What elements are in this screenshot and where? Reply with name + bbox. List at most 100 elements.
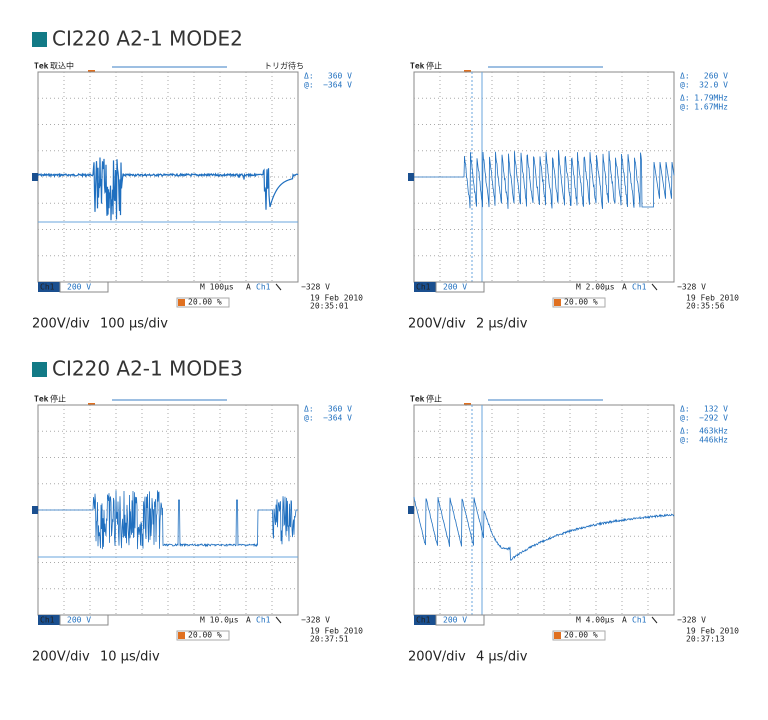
trigger-slope: [275, 283, 282, 291]
position: 20.00 %: [564, 298, 598, 307]
timebase: M 2.00µs: [576, 283, 615, 292]
waveform: [37, 157, 299, 221]
time: 20:35:01: [310, 302, 349, 311]
trigger-level: −328 V: [301, 616, 330, 625]
trigger-channel: Ch1: [632, 283, 647, 292]
timebase: M 10.0µs: [200, 616, 239, 625]
trigger-state: トリガ待ち: [264, 61, 304, 71]
time: 20:37:51: [310, 635, 349, 644]
waveform: [38, 490, 298, 550]
caption-vdiv: 200V/div: [32, 317, 90, 332]
volts: 200 V: [443, 616, 467, 625]
readout-value: −364 V: [323, 81, 352, 90]
time: 20:37:13: [686, 635, 725, 644]
channel-box: [38, 615, 60, 625]
caption-tdiv: 10 µs/div: [100, 650, 160, 665]
caption-tdiv: 2 µs/div: [476, 317, 528, 332]
date: 19 Feb 2010: [310, 627, 363, 636]
position: 20.00 %: [564, 631, 598, 640]
waveform: [414, 150, 675, 209]
position-box: [176, 297, 230, 308]
readout-value: −364 V: [323, 414, 352, 423]
readout-label: Δ:: [680, 427, 690, 436]
trigger-slope: [651, 283, 658, 291]
section-heading: CI220 A2-1 MODE2: [52, 27, 243, 51]
position-icon: [178, 632, 185, 639]
readout-value: −292 V: [699, 414, 728, 423]
trigger-channel: Ch1: [256, 283, 271, 292]
channel-box: [414, 615, 436, 625]
volts-box: [435, 281, 485, 293]
channel-box: [38, 282, 60, 292]
position: 20.00 %: [188, 298, 222, 307]
caption-tdiv: 4 µs/div: [476, 650, 528, 665]
readout-label: Δ:: [680, 405, 690, 414]
trigger-channel: Ch1: [256, 616, 271, 625]
trigger-mode: A: [622, 283, 627, 292]
readout-value: 1.67MHz: [694, 103, 728, 112]
volts-box: [59, 614, 109, 626]
readout-label: @:: [680, 103, 690, 112]
readout-label: Δ:: [680, 72, 690, 81]
volts: 200 V: [67, 283, 91, 292]
channel: Ch1: [40, 283, 55, 292]
acq-status: 停止: [50, 394, 66, 404]
trigger-slope: [651, 616, 658, 624]
trigger-mode: A: [246, 283, 251, 292]
channel-box: [414, 282, 436, 292]
readout-value: 260 V: [704, 72, 728, 81]
trigger-slope: [275, 616, 282, 624]
position-icon: [554, 632, 561, 639]
readout-label: Δ:: [304, 72, 314, 81]
readout-value: 32.0 V: [699, 81, 728, 90]
trigger-level: −328 V: [677, 616, 706, 625]
time: 20:35:56: [686, 302, 725, 311]
acq-status: 停止: [426, 61, 442, 71]
acq-status: 停止: [426, 394, 442, 404]
trigger-channel: Ch1: [632, 616, 647, 625]
date: 19 Feb 2010: [310, 294, 363, 303]
heading-marker: [32, 362, 47, 377]
readout-value: 1.79MHz: [694, 94, 728, 103]
ground-marker: [408, 173, 414, 181]
acq-status: 取込中: [50, 61, 74, 71]
volts-box: [435, 614, 485, 626]
tek-label: Tek: [34, 395, 49, 404]
trigger-level: −328 V: [301, 283, 330, 292]
timebase: M 100µs: [200, 283, 234, 292]
caption-vdiv: 200V/div: [408, 650, 466, 665]
readout-label: Δ:: [680, 94, 690, 103]
readout-value: 132 V: [704, 405, 728, 414]
readout-value: 463kHz: [699, 427, 728, 436]
trigger-mode: A: [246, 616, 251, 625]
volts-box: [59, 281, 109, 293]
position-icon: [554, 299, 561, 306]
readout-value: 360 V: [328, 405, 352, 414]
waveform: [413, 496, 675, 561]
volts: 200 V: [67, 616, 91, 625]
position: 20.00 %: [188, 631, 222, 640]
volts: 200 V: [443, 283, 467, 292]
tek-label: Tek: [34, 62, 49, 71]
trigger-level: −328 V: [677, 283, 706, 292]
position-box: [552, 630, 606, 641]
position-box: [552, 297, 606, 308]
readout-label: @:: [680, 81, 690, 90]
caption-vdiv: 200V/div: [32, 650, 90, 665]
trigger-mode: A: [622, 616, 627, 625]
readout-label: @:: [680, 436, 690, 445]
tek-label: Tek: [410, 395, 425, 404]
readout-value: 360 V: [328, 72, 352, 81]
heading-marker: [32, 32, 47, 47]
ground-marker: [408, 506, 414, 514]
position-box: [176, 630, 230, 641]
caption-tdiv: 100 µs/div: [100, 317, 168, 332]
channel: Ch1: [40, 616, 55, 625]
caption-vdiv: 200V/div: [408, 317, 466, 332]
readout-label: @:: [680, 414, 690, 423]
date: 19 Feb 2010: [686, 294, 739, 303]
position-icon: [178, 299, 185, 306]
readout-label: Δ:: [304, 405, 314, 414]
date: 19 Feb 2010: [686, 627, 739, 636]
